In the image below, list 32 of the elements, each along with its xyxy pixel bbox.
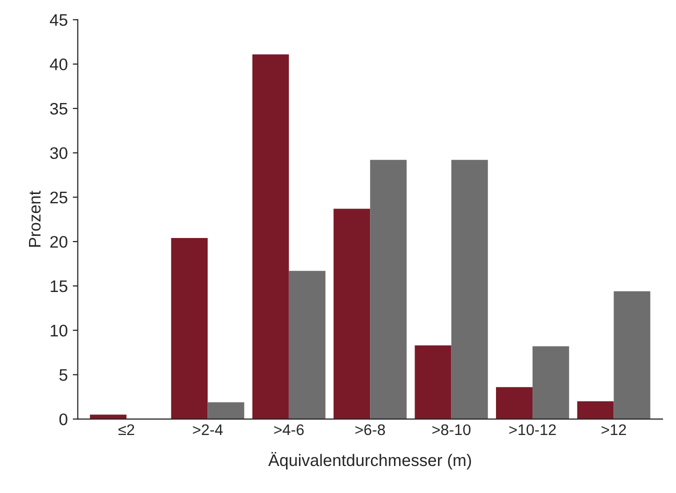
bar <box>577 401 614 420</box>
x-axis-title: Äquivalentdurchmesser (m) <box>268 452 471 470</box>
y-tick-label: 15 <box>50 280 68 292</box>
x-tick-label: ≤2 <box>118 424 134 435</box>
y-axis-title: Prozent <box>29 190 41 247</box>
y-tick-label: 20 <box>50 236 68 248</box>
bar <box>532 346 570 420</box>
bar <box>496 387 533 420</box>
bar <box>252 54 289 420</box>
bar <box>208 402 244 420</box>
bar <box>614 291 650 420</box>
bar <box>334 208 370 420</box>
y-tick-label: 30 <box>50 147 68 160</box>
y-tick-label: 10 <box>50 324 68 337</box>
bar <box>370 160 407 420</box>
y-tick-label: 0 <box>59 413 68 426</box>
x-tick-label: >4-6 <box>274 424 304 436</box>
bar <box>90 414 126 420</box>
y-tick-label: 5 <box>59 369 68 381</box>
x-tick-label: >12 <box>602 424 626 435</box>
bar <box>288 270 326 420</box>
bar <box>451 160 488 420</box>
x-tick-label: >6-8 <box>355 424 385 436</box>
bar <box>171 238 208 420</box>
y-tick-label: 45 <box>50 14 68 26</box>
x-tick-label: >2-4 <box>192 424 223 435</box>
y-tick-label: 35 <box>50 102 68 115</box>
x-tick-label: >10-12 <box>509 424 556 436</box>
bar <box>414 345 452 420</box>
y-tick-label: 40 <box>50 58 68 70</box>
y-tick-label: 25 <box>50 192 68 204</box>
x-tick-label: >8-10 <box>432 424 470 436</box>
